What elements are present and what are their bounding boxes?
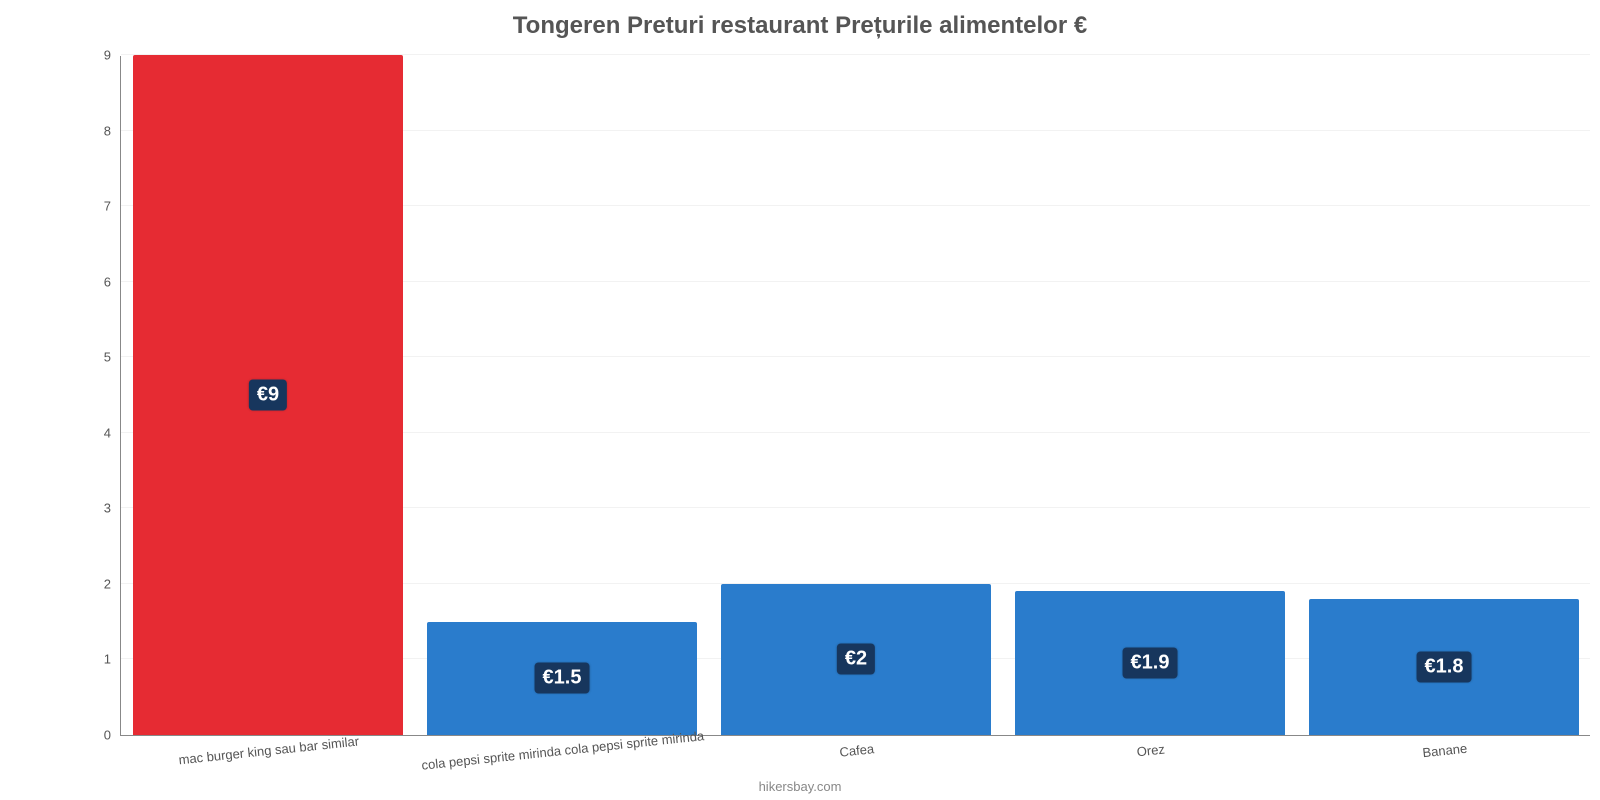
y-tick-label: 4: [104, 425, 111, 440]
bar-value-badge: €1.5: [535, 663, 590, 694]
bar: €1.8: [1309, 599, 1579, 735]
price-bar-chart: Tongeren Preturi restaurant Prețurile al…: [0, 0, 1600, 800]
bar: €2: [721, 584, 991, 735]
bar: €9: [133, 55, 403, 735]
chart-title: Tongeren Preturi restaurant Prețurile al…: [0, 12, 1600, 40]
bar-value-badge: €9: [249, 380, 287, 411]
bar: €1.5: [427, 622, 697, 735]
x-tick-label: Orez: [1136, 742, 1166, 760]
chart-credit: hikersbay.com: [0, 779, 1600, 794]
y-tick-label: 0: [104, 728, 111, 743]
bar-value-badge: €1.9: [1123, 648, 1178, 679]
plot-area: 0123456789€9mac burger king sau bar simi…: [120, 56, 1590, 736]
bar-value-badge: €1.8: [1417, 652, 1472, 683]
bar-value-badge: €2: [837, 644, 875, 675]
x-tick-label: Cafea: [839, 741, 875, 760]
y-tick-label: 1: [104, 652, 111, 667]
x-tick-label: Banane: [1422, 741, 1468, 761]
y-tick-label: 2: [104, 576, 111, 591]
y-tick-label: 8: [104, 123, 111, 138]
bar: €1.9: [1015, 591, 1285, 735]
y-tick-label: 5: [104, 350, 111, 365]
y-tick-label: 9: [104, 48, 111, 63]
y-tick-label: 6: [104, 274, 111, 289]
x-tick-label: mac burger king sau bar similar: [178, 734, 360, 768]
y-tick-label: 7: [104, 199, 111, 214]
y-tick-label: 3: [104, 501, 111, 516]
